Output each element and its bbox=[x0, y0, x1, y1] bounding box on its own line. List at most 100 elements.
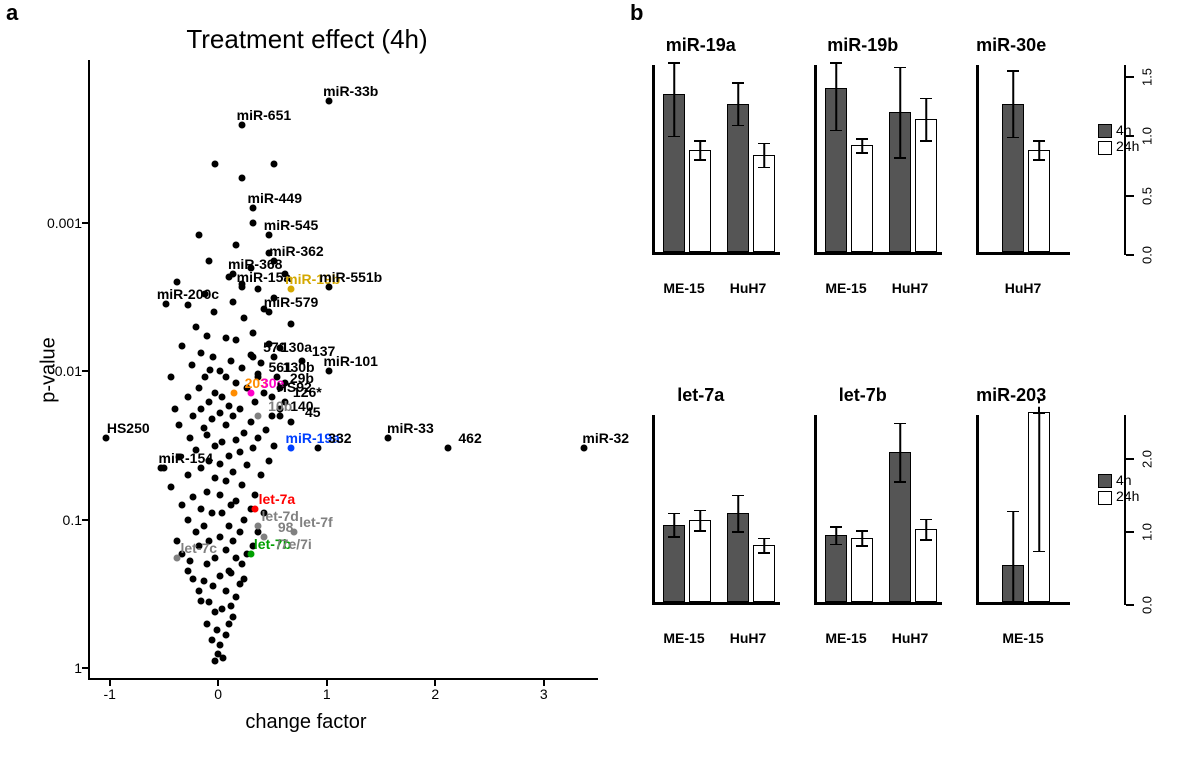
volcano-point bbox=[171, 406, 178, 413]
volcano-point bbox=[211, 390, 218, 397]
error-bar bbox=[753, 412, 775, 602]
y-tick-label: 0.5 bbox=[1139, 187, 1154, 205]
volcano-point bbox=[200, 578, 207, 585]
volcano-point bbox=[233, 337, 240, 344]
barchart-let-7b: let-7bME-15HuH7 bbox=[802, 380, 954, 640]
volcano-point bbox=[236, 406, 243, 413]
volcano-point bbox=[197, 406, 204, 413]
volcano-point-label: miR-33b bbox=[323, 83, 378, 99]
y-tick-label: 0.1 bbox=[22, 512, 82, 528]
barchart-mir-19a: miR-19aME-15HuH7 bbox=[640, 30, 792, 290]
volcano-labeled-point bbox=[445, 445, 452, 452]
barchart-mir-203: miR-203ME-15 bbox=[964, 380, 1082, 640]
y-tick bbox=[1126, 531, 1134, 533]
barchart-plot-area bbox=[652, 415, 780, 605]
volcano-point bbox=[189, 361, 196, 368]
x-tick-label: 2 bbox=[431, 686, 439, 702]
barchart-plot-area bbox=[814, 415, 942, 605]
panel-a-label: a bbox=[6, 0, 18, 26]
volcano-point bbox=[217, 573, 224, 580]
volcano-point-label: HS250 bbox=[107, 420, 150, 436]
volcano-point bbox=[222, 422, 229, 429]
volcano-point bbox=[209, 583, 216, 590]
swatch-4h bbox=[1098, 124, 1112, 138]
volcano-point bbox=[238, 175, 245, 182]
y-tick bbox=[1126, 458, 1134, 460]
volcano-point bbox=[200, 522, 207, 529]
error-bar bbox=[689, 412, 711, 602]
volcano-point bbox=[258, 472, 265, 479]
volcano-point bbox=[211, 443, 218, 450]
volcano-point bbox=[247, 419, 254, 426]
volcano-xlabel: change factor bbox=[245, 711, 366, 734]
error-bar bbox=[1028, 412, 1050, 602]
volcano-point bbox=[236, 449, 243, 456]
volcano-point bbox=[210, 309, 217, 316]
y-tick-label: 1.0 bbox=[1139, 127, 1154, 145]
volcano-point bbox=[190, 575, 197, 582]
barchart-let-7a: let-7aME-15HuH7 bbox=[640, 380, 792, 640]
error-bar bbox=[825, 412, 847, 602]
volcano-point bbox=[184, 567, 191, 574]
volcano-point bbox=[193, 323, 200, 330]
volcano-point bbox=[233, 436, 240, 443]
y-tick-label: 0.0 bbox=[1139, 596, 1154, 614]
volcano-labeled-point bbox=[291, 528, 298, 535]
x-category-label: ME-15 bbox=[663, 280, 704, 296]
x-tick-label: -1 bbox=[103, 686, 115, 702]
volcano-labeled-point bbox=[314, 445, 321, 452]
volcano-point bbox=[197, 349, 204, 356]
y-tick-label: 1.0 bbox=[1139, 523, 1154, 541]
volcano-point bbox=[222, 374, 229, 381]
volcano-point bbox=[213, 626, 220, 633]
volcano-point bbox=[211, 160, 218, 167]
volcano-labeled-point bbox=[249, 353, 256, 360]
volcano-point bbox=[179, 502, 186, 509]
volcano-point bbox=[287, 320, 294, 327]
legend-item-4h-b: 4h bbox=[1098, 472, 1139, 488]
volcano-point-label: miR-154 bbox=[159, 450, 213, 466]
volcano-point bbox=[209, 353, 216, 360]
volcano-point-label: miR-33 bbox=[387, 420, 434, 436]
volcano-labeled-point bbox=[255, 413, 262, 420]
volcano-point bbox=[220, 654, 227, 661]
volcano-point bbox=[262, 427, 269, 434]
volcano-point bbox=[190, 493, 197, 500]
volcano-point bbox=[225, 567, 232, 574]
barchart-title: miR-203 bbox=[976, 385, 1046, 406]
volcano-point-label: miR-32 bbox=[582, 430, 629, 446]
top-row-y-axis: 0.00.51.01.5 bbox=[1086, 30, 1126, 290]
volcano-point bbox=[228, 602, 235, 609]
volcano-point bbox=[219, 394, 226, 401]
volcano-point bbox=[211, 658, 218, 665]
volcano-point bbox=[197, 597, 204, 604]
volcano-point-label: let-7a bbox=[259, 491, 296, 507]
volcano-point bbox=[204, 489, 211, 496]
error-bar bbox=[663, 412, 685, 602]
barchart-title: miR-19a bbox=[666, 35, 736, 56]
volcano-point bbox=[238, 481, 245, 488]
volcano-point-label: 462 bbox=[458, 430, 481, 446]
swatch-24h bbox=[1098, 141, 1112, 155]
volcano-point bbox=[233, 498, 240, 505]
barchart-title: let-7a bbox=[677, 385, 724, 406]
volcano-labeled-point bbox=[231, 390, 238, 397]
volcano-point bbox=[249, 445, 256, 452]
volcano-point-label: miR-551b bbox=[319, 269, 382, 285]
volcano-point bbox=[230, 469, 237, 476]
volcano-point bbox=[230, 613, 237, 620]
volcano-point bbox=[217, 642, 224, 649]
legend-item-24h-b: 24h bbox=[1098, 488, 1139, 504]
volcano-point bbox=[217, 533, 224, 540]
barchart-plot-area bbox=[976, 415, 1070, 605]
volcano-point bbox=[238, 365, 245, 372]
volcano-point bbox=[233, 241, 240, 248]
volcano-point bbox=[211, 474, 218, 481]
y-tick-label: 0.01 bbox=[22, 363, 82, 379]
y-tick-label: 1.5 bbox=[1139, 68, 1154, 86]
volcano-point-label: miR-101 bbox=[323, 353, 377, 369]
error-bar bbox=[753, 62, 775, 252]
volcano-point bbox=[251, 491, 258, 498]
x-category-label: HuH7 bbox=[730, 630, 767, 646]
x-category-label: HuH7 bbox=[730, 280, 767, 296]
